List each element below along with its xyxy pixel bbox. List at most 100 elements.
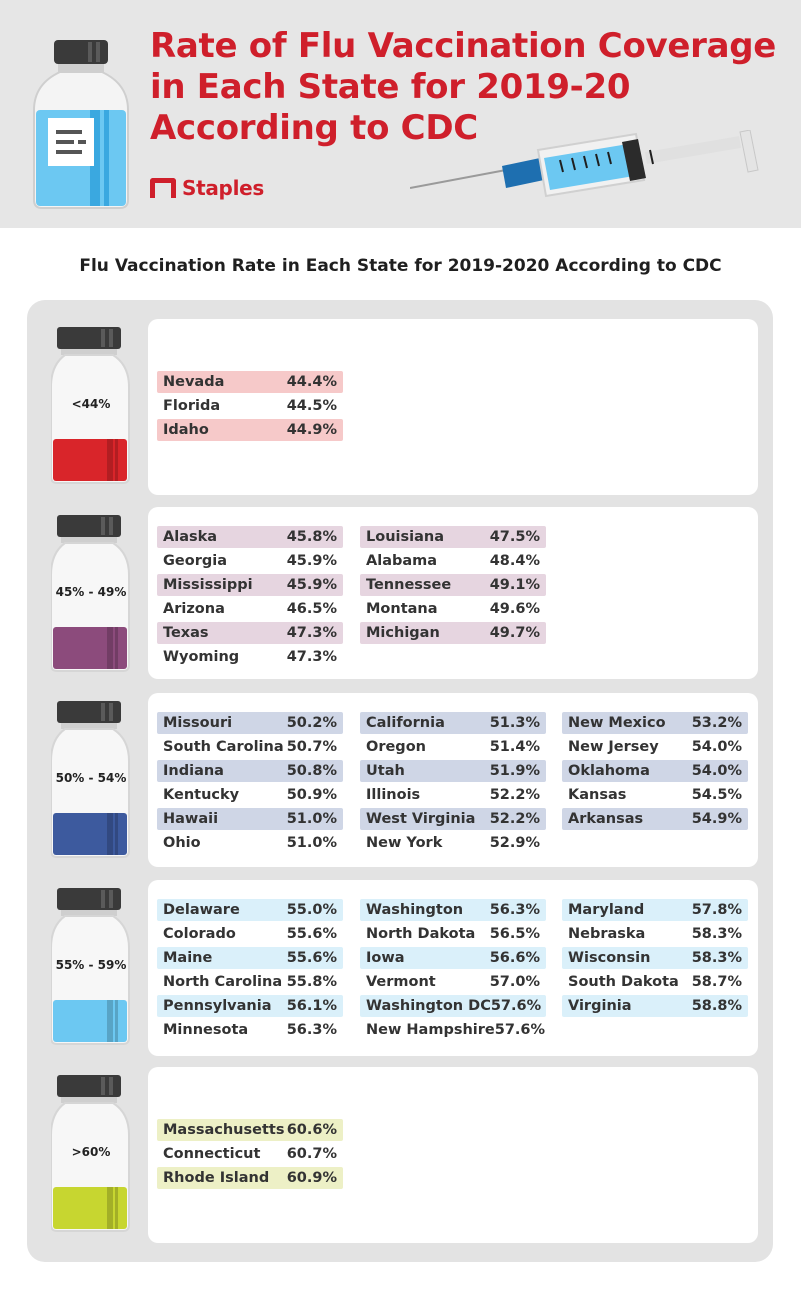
state-name: South Carolina	[163, 739, 284, 755]
state-rate: 54.0%	[691, 739, 742, 755]
state-row: Montana 49.6%	[360, 598, 546, 620]
state-name: Idaho	[163, 422, 209, 438]
state-name: Illinois	[366, 787, 421, 803]
state-name: Kentucky	[163, 787, 240, 803]
rates-card	[148, 1067, 758, 1243]
syringe-icon	[410, 130, 759, 198]
state-rate: 51.4%	[489, 739, 540, 755]
state-name: Connecticut	[163, 1146, 261, 1162]
state-rate: 53.2%	[691, 715, 742, 731]
state-name: Indiana	[163, 763, 224, 779]
state-row: Wisconsin 58.3%	[562, 947, 748, 969]
state-row: Missouri 50.2%	[157, 712, 343, 734]
state-row: Florida 44.5%	[157, 395, 343, 417]
state-rate: 49.1%	[489, 577, 540, 593]
state-rate: 44.5%	[286, 398, 337, 414]
state-name: Wyoming	[163, 649, 240, 665]
state-row: Arkansas 54.9%	[562, 808, 748, 830]
state-name: California	[366, 715, 445, 731]
state-rate: 47.5%	[489, 529, 540, 545]
state-row: Vermont 57.0%	[360, 971, 546, 993]
brand-name: Staples	[182, 176, 265, 200]
state-rate: 50.9%	[286, 787, 337, 803]
band-4: 55% - 59% Delaware 55.0% Colorado 55.6% Maine…	[27, 880, 773, 1056]
state-rate: 52.9%	[489, 835, 540, 851]
state-row: Rhode Island 60.9%	[157, 1167, 343, 1189]
state-name: Nebraska	[568, 926, 646, 942]
state-row: Utah 51.9%	[360, 760, 546, 782]
state-rate: 56.6%	[489, 950, 540, 966]
state-row: California 51.3%	[360, 712, 546, 734]
state-rate: 55.6%	[286, 950, 337, 966]
title-line-3: According to CDC	[150, 108, 478, 148]
band-5: >60% Massachusetts 60.6% Connecticut 60.7% Rh…	[27, 1067, 773, 1243]
state-row: Arizona 46.5%	[157, 598, 343, 620]
state-rate: 56.3%	[489, 902, 540, 918]
state-row: Nebraska 58.3%	[562, 923, 748, 945]
state-row: Maine 55.6%	[157, 947, 343, 969]
state-rate: 48.4%	[489, 553, 540, 569]
band-label: 55% - 59%	[55, 958, 127, 972]
state-rate: 44.4%	[286, 374, 337, 390]
state-rate: 45.9%	[286, 553, 337, 569]
state-name: Rhode Island	[163, 1170, 270, 1186]
state-rate: 58.3%	[691, 926, 742, 942]
state-name: Nevada	[163, 374, 225, 390]
state-row: South Carolina 50.7%	[157, 736, 343, 758]
staples-logo: Staples	[150, 175, 264, 201]
state-rate: 50.7%	[286, 739, 337, 755]
vial-icon	[51, 888, 130, 1045]
state-name: New York	[366, 835, 443, 851]
state-name: West Virginia	[366, 811, 476, 827]
state-name: Texas	[163, 625, 209, 641]
state-rate: 55.0%	[286, 902, 337, 918]
state-row: Virginia 58.8%	[562, 995, 748, 1017]
state-rate: 45.8%	[286, 529, 337, 545]
state-name: Montana	[366, 601, 438, 617]
vial-icon	[51, 1075, 130, 1232]
state-name: Michigan	[366, 625, 440, 641]
state-row: Oklahoma 54.0%	[562, 760, 748, 782]
state-name: New Hampshire	[366, 1022, 495, 1038]
state-rate: 55.6%	[286, 926, 337, 942]
state-name: Minnesota	[163, 1022, 249, 1038]
state-row: New York 52.9%	[360, 832, 546, 854]
state-name: Ohio	[163, 835, 201, 851]
chart-subtitle: Flu Vaccination Rate in Each State for 2…	[79, 256, 722, 276]
state-row: New Hampshire 57.6%	[360, 1019, 546, 1041]
state-rate: 56.3%	[286, 1022, 337, 1038]
state-name: New Jersey	[568, 739, 659, 755]
state-row: Kentucky 50.9%	[157, 784, 343, 806]
band-2: 45% - 49% Alaska 45.8% Georgia 45.9% Mississi…	[27, 507, 773, 679]
state-name: Oregon	[366, 739, 426, 755]
state-rate: 49.6%	[489, 601, 540, 617]
state-rate: 57.6%	[490, 998, 542, 1014]
state-rate: 58.8%	[691, 998, 742, 1014]
state-name: New Mexico	[568, 715, 666, 731]
state-row: Georgia 45.9%	[157, 550, 343, 572]
state-row: Connecticut 60.7%	[157, 1143, 343, 1165]
state-rate: 60.9%	[286, 1170, 337, 1186]
state-name: South Dakota	[568, 974, 679, 990]
state-row: Kansas 54.5%	[562, 784, 748, 806]
state-name: Massachusetts	[163, 1122, 285, 1138]
state-name: Mississippi	[163, 577, 253, 593]
state-name: Alaska	[163, 529, 218, 545]
state-row: South Dakota 58.7%	[562, 971, 748, 993]
rates-card	[148, 319, 758, 495]
state-name: Wisconsin	[568, 950, 651, 966]
state-name: Maine	[163, 950, 213, 966]
state-rate: 57.6%	[494, 1022, 546, 1038]
state-rate: 57.8%	[691, 902, 742, 918]
state-rate: 58.7%	[691, 974, 742, 990]
state-row: Pennsylvania 56.1%	[157, 995, 343, 1017]
state-name: Hawaii	[163, 811, 219, 827]
state-name: Delaware	[163, 902, 240, 918]
state-row: Washington 56.3%	[360, 899, 546, 921]
state-rate: 50.8%	[286, 763, 337, 779]
state-name: Oklahoma	[568, 763, 650, 779]
staples-logo-icon	[150, 178, 176, 198]
state-row: Illinois 52.2%	[360, 784, 546, 806]
state-rate: 47.3%	[286, 649, 337, 665]
state-name: Tennessee	[366, 577, 452, 593]
